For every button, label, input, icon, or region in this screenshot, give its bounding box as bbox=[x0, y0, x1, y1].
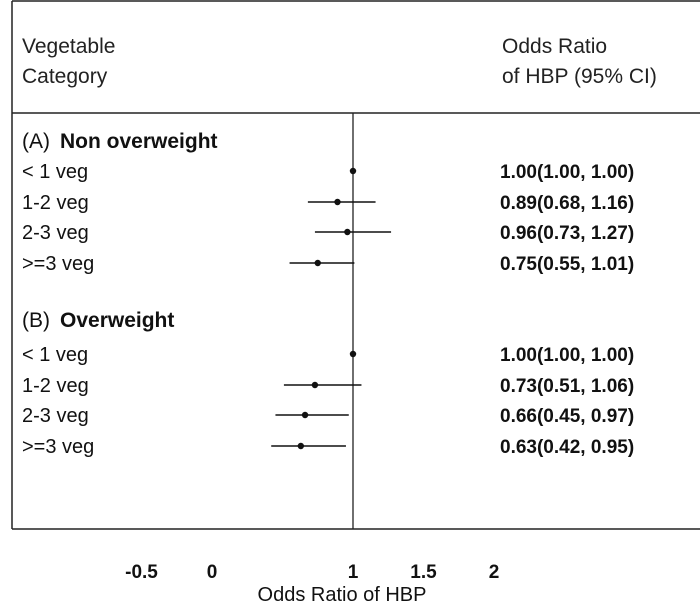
row-label: 2-3 veg bbox=[22, 222, 89, 244]
x-axis-ticks: -0.5 0 1 1.5 2 bbox=[125, 562, 499, 583]
header-left-line1: Vegetable bbox=[22, 35, 115, 58]
point-estimate bbox=[349, 167, 357, 175]
odds-ratio-value: 1.00(1.00, 1.00) bbox=[500, 345, 634, 366]
odds-ratio-value: 0.75(0.55, 1.01) bbox=[500, 254, 634, 275]
group-prefix: (A) bbox=[22, 130, 50, 153]
row-label: 1-2 veg bbox=[22, 192, 89, 214]
odds-ratio-value: 0.89(0.68, 1.16) bbox=[500, 193, 634, 214]
point-estimate bbox=[344, 228, 351, 236]
x-tick-label: 0 bbox=[207, 562, 218, 583]
point-estimate bbox=[349, 350, 357, 358]
odds-ratio-value: 0.96(0.73, 1.27) bbox=[500, 223, 634, 244]
group-name: Non overweight bbox=[60, 130, 218, 153]
row-label: < 1 veg bbox=[22, 161, 88, 183]
header-right-line1: Odds Ratio bbox=[502, 35, 607, 58]
row-label: 1-2 veg bbox=[22, 375, 89, 397]
forest-rows: (A) Non overweight < 1 veg 1.00(1.00, 1.00)… bbox=[22, 130, 634, 458]
odds-ratio-value: 0.73(0.51, 1.06) bbox=[500, 376, 634, 397]
odds-ratio-value: 0.63(0.42, 0.95) bbox=[500, 437, 634, 458]
header-left-line2: Category bbox=[22, 65, 108, 88]
group-header: (A) Non overweight bbox=[22, 130, 218, 153]
odds-ratio-value: 1.00(1.00, 1.00) bbox=[500, 162, 634, 183]
point-estimate bbox=[334, 198, 341, 206]
odds-ratio-value: 0.66(0.45, 0.97) bbox=[500, 406, 634, 427]
x-tick-label: 1 bbox=[348, 562, 359, 583]
row-label: >=3 veg bbox=[22, 253, 94, 275]
x-tick-label: -0.5 bbox=[125, 562, 158, 583]
row-label: >=3 veg bbox=[22, 436, 94, 458]
x-axis-label: Odds Ratio of HBP bbox=[258, 584, 427, 606]
point-estimate bbox=[297, 442, 305, 450]
point-estimate bbox=[314, 259, 321, 267]
group-prefix: (B) bbox=[22, 309, 50, 332]
point-estimate bbox=[311, 381, 319, 389]
x-tick-label: 1.5 bbox=[410, 562, 437, 583]
group-header: (B) Overweight bbox=[22, 309, 174, 332]
header-right-line2: of HBP (95% CI) bbox=[502, 65, 657, 88]
row-label: 2-3 veg bbox=[22, 405, 89, 427]
group-name: Overweight bbox=[60, 309, 174, 332]
row-label: < 1 veg bbox=[22, 344, 88, 366]
point-estimate bbox=[301, 411, 309, 419]
x-tick-label: 2 bbox=[489, 562, 500, 583]
